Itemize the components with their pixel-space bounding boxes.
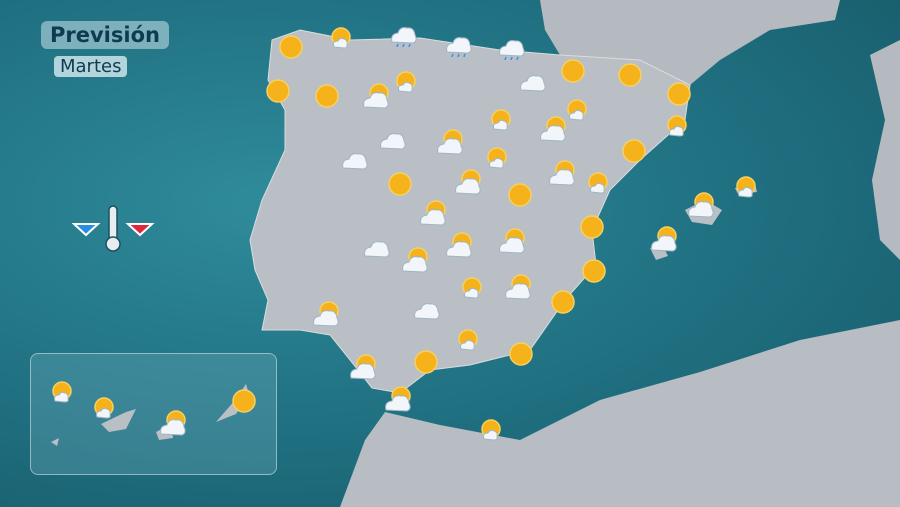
iberia-land xyxy=(249,29,691,394)
min-temp-icon xyxy=(72,223,101,237)
weather-cloud-sun-icon xyxy=(537,115,567,145)
france-land xyxy=(540,0,840,85)
weather-cloud-icon xyxy=(361,231,391,261)
weather-sun-icon xyxy=(385,170,415,200)
weather-sun-icon xyxy=(577,213,607,243)
weather-cloud-sun-icon xyxy=(452,168,482,198)
weather-sun-cloud-icon xyxy=(391,67,421,97)
canary-weather-sun-cloud-icon xyxy=(47,377,77,407)
weather-cloud-sun-icon xyxy=(360,82,390,112)
weather-sun-icon xyxy=(664,80,694,110)
weather-sun-cloud-icon xyxy=(583,168,613,198)
weather-cloud-rain-icon xyxy=(388,17,418,48)
canary-weather-cloud-sun-icon xyxy=(157,409,187,439)
weather-cloud-sun-icon xyxy=(399,246,429,276)
weather-sun-cloud-icon xyxy=(476,415,506,445)
weather-sun-cloud-icon xyxy=(486,105,516,135)
weather-sun-icon xyxy=(276,33,306,63)
sardinia-land xyxy=(870,40,900,260)
weather-sun-cloud-icon xyxy=(482,143,512,173)
canary-islands-inset xyxy=(30,353,277,475)
weather-cloud-icon xyxy=(517,65,547,95)
weather-sun-icon xyxy=(579,257,609,287)
weather-sun-icon xyxy=(558,57,588,87)
weather-sun-cloud-icon xyxy=(731,172,761,202)
weather-sun-icon xyxy=(263,77,293,107)
canary-weather-sun-icon xyxy=(229,387,259,417)
weather-cloud-sun-icon xyxy=(382,385,412,415)
weather-sun-icon xyxy=(505,181,535,211)
weather-sun-icon xyxy=(615,61,645,91)
weather-cloud-sun-icon xyxy=(434,128,464,158)
weather-cloud-sun-icon xyxy=(502,273,532,303)
weather-sun-cloud-icon xyxy=(453,325,483,355)
day-label: Martes xyxy=(54,56,128,77)
weather-cloud-sun-icon xyxy=(417,199,447,229)
weather-sun-cloud-icon xyxy=(562,95,592,125)
weather-sun-icon xyxy=(619,137,649,167)
weather-cloud-icon xyxy=(411,293,441,323)
weather-cloud-icon xyxy=(339,143,369,173)
weather-cloud-sun-icon xyxy=(443,231,473,261)
weather-cloud-sun-icon xyxy=(347,353,377,383)
page-title: Previsión xyxy=(41,21,169,49)
weather-sun-cloud-icon xyxy=(662,111,692,141)
canary-weather-sun-cloud-icon xyxy=(89,393,119,423)
weather-cloud-sun-icon xyxy=(310,300,340,330)
thermometer-icon xyxy=(72,205,155,252)
weather-sun-icon xyxy=(411,348,441,378)
weather-sun-icon xyxy=(506,340,536,370)
weather-cloud-icon xyxy=(377,123,407,153)
weather-cloud-sun-icon xyxy=(546,159,576,189)
weather-cloud-sun-icon xyxy=(685,191,715,221)
weather-sun-icon xyxy=(312,82,342,112)
weather-cloud-sun-icon xyxy=(496,227,526,257)
weather-sun-cloud-icon xyxy=(457,273,487,303)
weather-cloud-rain-icon xyxy=(443,27,473,58)
weather-sun-icon xyxy=(548,288,578,318)
weather-sun-cloud-icon xyxy=(326,23,356,53)
africa-land xyxy=(340,320,900,507)
weather-cloud-sun-icon xyxy=(648,225,678,255)
max-temp-icon xyxy=(125,223,155,237)
weather-cloud-rain-icon xyxy=(496,30,526,61)
